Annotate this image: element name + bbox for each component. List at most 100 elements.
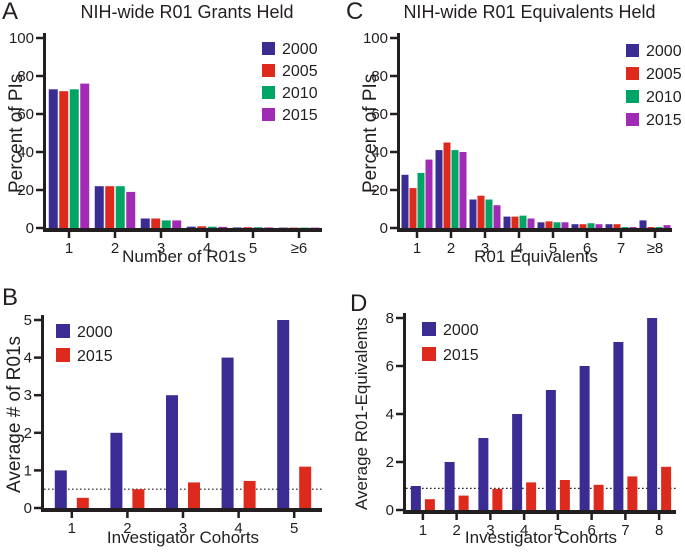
bar-2015-4 xyxy=(526,482,537,510)
x-tick-label: 2 xyxy=(111,240,119,257)
bar-2000-6 xyxy=(571,224,579,228)
panel-a: 0 20 40 60 80 100 1 2 3 4 5 ≥6 2000 2005 2010 2015 A NI… xyxy=(0,0,342,276)
x-tick-label: 7 xyxy=(621,522,629,539)
x-tick-label: 6 xyxy=(587,522,595,539)
bar-2000-5 xyxy=(232,227,242,228)
bar-2015-4 xyxy=(218,226,228,228)
legend-swatch-2000 xyxy=(262,42,275,55)
bar-2000-3 xyxy=(140,218,150,228)
bar-2000-7 xyxy=(605,224,613,228)
x-tick-label: 4 xyxy=(203,240,211,257)
bar-2015-1 xyxy=(76,497,89,508)
y-tick-label: 6 xyxy=(386,358,394,375)
legend-swatch-2010 xyxy=(626,90,639,103)
y-tick-label: 80 xyxy=(17,68,34,85)
bar-2010-4 xyxy=(207,226,217,228)
x-tick-label: 3 xyxy=(481,240,489,257)
x-axis-label-d: Investigator Cohorts xyxy=(464,528,618,547)
bar-2015-4 xyxy=(243,480,256,508)
legend-swatch-2000 xyxy=(56,324,70,338)
bar-2000-2 xyxy=(110,432,123,508)
y-tick-label: 0 xyxy=(26,220,34,237)
panel-d: 0 2 4 6 8 1 2 3 4 5 6 7 8 2000 2015 D Average R01-Equi… xyxy=(342,276,685,552)
legend-label-2015: 2015 xyxy=(443,347,479,364)
x-tick-label: 3 xyxy=(157,240,165,257)
bar-2010-3 xyxy=(485,199,493,228)
y-tick-label: 0 xyxy=(386,502,394,519)
legend-label-2005: 2005 xyxy=(646,66,682,83)
bar-2010-5 xyxy=(553,222,561,228)
y-tick-label: 0 xyxy=(380,220,388,237)
x-axis-label-b: Investigator Cohorts xyxy=(106,528,260,547)
bar-2000-5 xyxy=(277,320,290,508)
legend-swatch-2000 xyxy=(626,44,639,57)
y-tick-label: 2 xyxy=(386,454,394,471)
x-tick-label: 4 xyxy=(234,520,242,537)
bar-2015-4 xyxy=(527,218,535,228)
bar-2000-1 xyxy=(401,174,409,228)
legend-label-2000: 2000 xyxy=(443,322,479,339)
bar-2005-≥8 xyxy=(647,227,655,228)
x-tick-label: 1 xyxy=(419,522,427,539)
panel-title-a: NIH-wide R01 Grants Held xyxy=(80,2,294,22)
bar-2000-4 xyxy=(503,216,511,228)
bar-2015-≥8 xyxy=(663,225,671,228)
bar-2000-7 xyxy=(613,342,624,510)
bar-2015-5 xyxy=(264,227,274,228)
y-tick-label: 8 xyxy=(386,310,394,327)
panel-title-c: NIH-wide R01 Equivalents Held xyxy=(403,2,656,22)
y-tick-label: 5 xyxy=(24,312,32,329)
bar-2015-1 xyxy=(80,83,90,228)
bar-2015-2 xyxy=(126,191,136,228)
legend-label-2010: 2010 xyxy=(646,89,682,106)
bar-2015-2 xyxy=(459,152,467,228)
bar-2000-2 xyxy=(435,150,443,228)
bar-2005-7 xyxy=(613,224,621,228)
y-axis-label-c: Percent of PIs xyxy=(360,73,381,193)
x-tick-label: 8 xyxy=(655,522,663,539)
legend-swatch-2015 xyxy=(56,348,70,362)
y-tick-label: 0 xyxy=(24,500,32,517)
y-tick-label: 1 xyxy=(24,462,32,479)
bar-2015-2 xyxy=(458,495,469,510)
bar-2000-3 xyxy=(469,199,477,228)
bar-2015-2 xyxy=(132,489,145,508)
x-tick-label: 2 xyxy=(123,520,131,537)
x-tick-label: 1 xyxy=(413,240,421,257)
bar-2015-1 xyxy=(425,159,433,228)
legend-label-2005: 2005 xyxy=(282,63,318,80)
y-tick-label: 100 xyxy=(363,30,388,47)
bar-2010-4 xyxy=(519,215,527,228)
y-tick-label: 4 xyxy=(24,350,32,367)
legend-label-2015: 2015 xyxy=(646,112,682,129)
bar-2000-5 xyxy=(537,222,545,228)
panel-letter-c: C xyxy=(346,0,364,25)
bar-2000-5 xyxy=(545,390,556,510)
bar-2005-4 xyxy=(511,216,519,228)
y-tick-label: 60 xyxy=(17,106,34,123)
bar-2010-1 xyxy=(69,89,79,228)
bar-2000-3 xyxy=(478,438,489,510)
x-tick-label: 2 xyxy=(447,240,455,257)
legend-swatch-2005 xyxy=(626,67,639,80)
legend-swatch-2015 xyxy=(262,108,275,121)
bar-2015-5 xyxy=(559,480,570,510)
bar-2005-6 xyxy=(579,224,587,228)
bar-2015-5 xyxy=(299,466,312,508)
y-tick-label: 3 xyxy=(24,387,32,404)
y-tick-label: 60 xyxy=(371,106,388,123)
x-tick-label: 3 xyxy=(486,522,494,539)
bar-2015-3 xyxy=(493,205,501,228)
legend-label-2015: 2015 xyxy=(282,107,318,124)
bar-2005-4 xyxy=(197,226,207,228)
bar-2015-8 xyxy=(661,466,672,510)
bar-2010-5 xyxy=(253,227,263,228)
panel-b: 0 1 2 3 4 5 1 2 3 4 5 2000 2015 B Average # of R01s … xyxy=(0,276,342,552)
bar-2000-6 xyxy=(579,366,590,510)
bar-2010-3 xyxy=(161,220,171,228)
y-axis-label-d: Average R01-Equivalents xyxy=(352,317,371,511)
x-tick-label: ≥6 xyxy=(291,240,308,257)
x-tick-label: 7 xyxy=(617,240,625,257)
x-axis-label-c: R01 Equivalents xyxy=(474,247,598,266)
